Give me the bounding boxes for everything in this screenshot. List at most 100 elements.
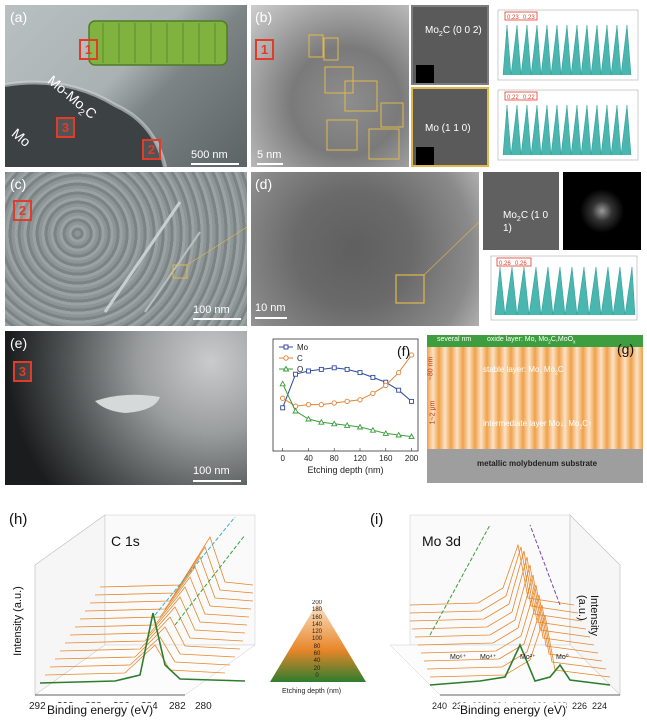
panel-h-xlabel: Binding energy (eV) [47,703,154,717]
depth-legend-label: Etching depth (nm) [282,688,342,695]
panel-f-chart: 0 40 80 120 160 200 Etching depth (nm) Mo C O (f) [251,331,425,489]
chart-f-point-Mo-2 [305,368,311,374]
panel-d-lattice: Mo2C (1 0 1) [503,210,549,234]
chart-f-point-O-1 [292,407,299,414]
chart-f-point-C-5 [344,398,350,405]
panel-d-profile: 0.26 0.26 [487,253,641,326]
panel-i-xtick-7: 226 [572,701,587,711]
panel-b-lattice-1: Mo2C (0 0 2) [425,25,482,38]
panel-g-depth-2: 1~2 μm [429,400,437,425]
panel-b-fft-2 [416,147,434,165]
panel-a-label: (a) [10,9,28,25]
panel-c-features [103,201,247,313]
panel-h-xtick-5: 282 [169,701,186,712]
chart-f-point-O-3 [318,418,325,425]
panel-i-peak-2: Mo²⁺ [520,654,536,661]
panel-b-inset-1: Mo2C (0 0 2) [411,5,489,85]
chart-f-frame [272,338,419,452]
panel-b-spacing-3: 0.22 [507,95,519,101]
chart-f-point-O-9 [395,431,402,438]
panel-d-fft [563,172,641,250]
panel-i-peak-0: Mo⁶⁺ [450,654,467,661]
panel-h-svg: 292 290 288 286 284 282 280 [29,514,256,712]
panel-e-scalebar [193,480,241,482]
chart-f-point-Mo-10 [409,398,415,404]
panel-b-label: (b) [255,9,273,25]
chart-f-point-Mo-6 [357,370,363,376]
panel-g-substrate [427,449,643,483]
chart-f-xtick-4: 160 [379,454,393,463]
chart-f-point-Mo-0 [280,405,286,411]
chart-f-point-O-8 [382,429,390,436]
chart-f-point-Mo-7 [370,374,376,380]
panel-d-scalebar-label: 10 nm [255,302,286,314]
panel-i-xps-mo3d: 240 238 236 234 232 230 228 226 224 Mo⁶⁺… [370,495,645,720]
panel-i-xtick-1: 238 [452,701,467,711]
panel-i-xtick-0: 240 [432,701,447,711]
panel-g-oxide-layer [427,335,643,347]
panel-a-box-3: 3 [56,117,75,138]
depth-legend-svg [270,602,366,682]
panel-f-chart-svg: 0 40 80 120 160 200 Etching depth (nm) Mo CO [272,338,419,475]
panel-a-edge [5,20,228,167]
panel-c-label: (c) [10,176,27,192]
panel-b-spacing-2: 0.23 [523,15,535,21]
chart-f-point-C-4 [331,400,337,406]
chart-f-xtick-0: 0 [280,454,285,463]
panel-b-fft-1 [416,65,434,83]
chart-f-point-O-2 [305,415,312,422]
panel-d-label: (d) [255,176,273,192]
chart-f-xtick-2: 80 [330,454,339,463]
panel-e-scalebar-label: 100 nm [193,465,230,477]
panel-h-ylabel: Intensity (a.u.) [11,586,24,656]
chart-f-xtick-5: 200 [405,454,419,463]
panel-g-label: (g) [617,341,635,357]
panel-a-box-1: 1 [79,39,98,60]
chart-f-point-O-10 [408,433,415,440]
panel-d-inset: Mo2C (1 0 1) [483,172,559,250]
chart-f-point-C-9 [396,369,402,376]
panel-e-label: (e) [10,335,28,351]
chart-f-point-O-5 [343,421,351,428]
panel-c-box-2: 2 [13,200,32,221]
panel-a-scalebar [191,163,239,165]
chart-f-legend-marker-C [283,355,289,361]
depth-legend-ticks: 200 180 160 140 120 100 80 60 40 20 0 [312,600,323,679]
panel-g-top-layer: oxide layer: Mo, Mo2C,MoOx [487,336,576,346]
chart-f-point-O-7 [369,426,377,433]
panel-i-title: Mo 3d [422,533,461,549]
chart-f-point-Mo-3 [318,366,324,372]
panel-d-scalebar [255,317,287,319]
panel-i-peak-1: Mo⁴⁺ [480,654,497,661]
panel-g-intermediate: intermediate layer Mo↓, Mo2C↑ [483,419,593,431]
chart-f-point-C-6 [357,397,363,403]
chart-f-point-C-8 [383,382,389,389]
chart-f-xtick-3: 120 [353,454,367,463]
panel-h-xps-c1s: 292 290 288 286 284 282 280 (h) C 1s Bin… [5,495,267,720]
panel-b-hrtem: (b) 1 5 nm [251,5,409,167]
chart-f-xlabel: Etching depth (nm) [307,465,383,475]
panel-d-profile-svg: 0.26 0.26 [490,255,638,321]
chart-f-legend-marker-Mo [283,344,289,350]
chart-f-point-O-6 [356,423,364,430]
chart-f-point-Mo-5 [344,366,350,372]
chart-f-point-O-4 [330,420,338,427]
panel-d-spacing-2: 0.26 [515,261,527,267]
panel-i-svg: 240 238 236 234 232 230 228 226 224 Mo⁶⁺… [389,514,621,711]
panel-d-hrtem: (d) 10 nm [251,172,479,326]
chart-f-point-C-10 [408,352,415,358]
panel-d-region [395,221,479,304]
panel-c-scalebar [193,318,241,320]
panel-b-profile-svg: 0.23 0.23 0.22 0.22 [497,9,639,161]
chart-f-legend-marker-O [282,365,290,372]
panel-g-depth-1: ~80 nm [427,356,435,381]
panel-e-box-3: 3 [13,361,32,382]
chart-f-legend-O: O [297,365,303,374]
panel-h-xtick-0: 292 [29,701,46,712]
panel-b-scalebar-label: 5 nm [257,149,282,161]
panel-g-substrate-label: metallic molybdenum substrate [477,459,598,468]
panel-h-title: C 1s [111,533,140,549]
panel-d-spacing-1: 0.26 [499,261,511,267]
panel-a-box-2: 2 [142,139,161,160]
panel-c-sem-image: (c) 2 100 nm [5,172,247,326]
